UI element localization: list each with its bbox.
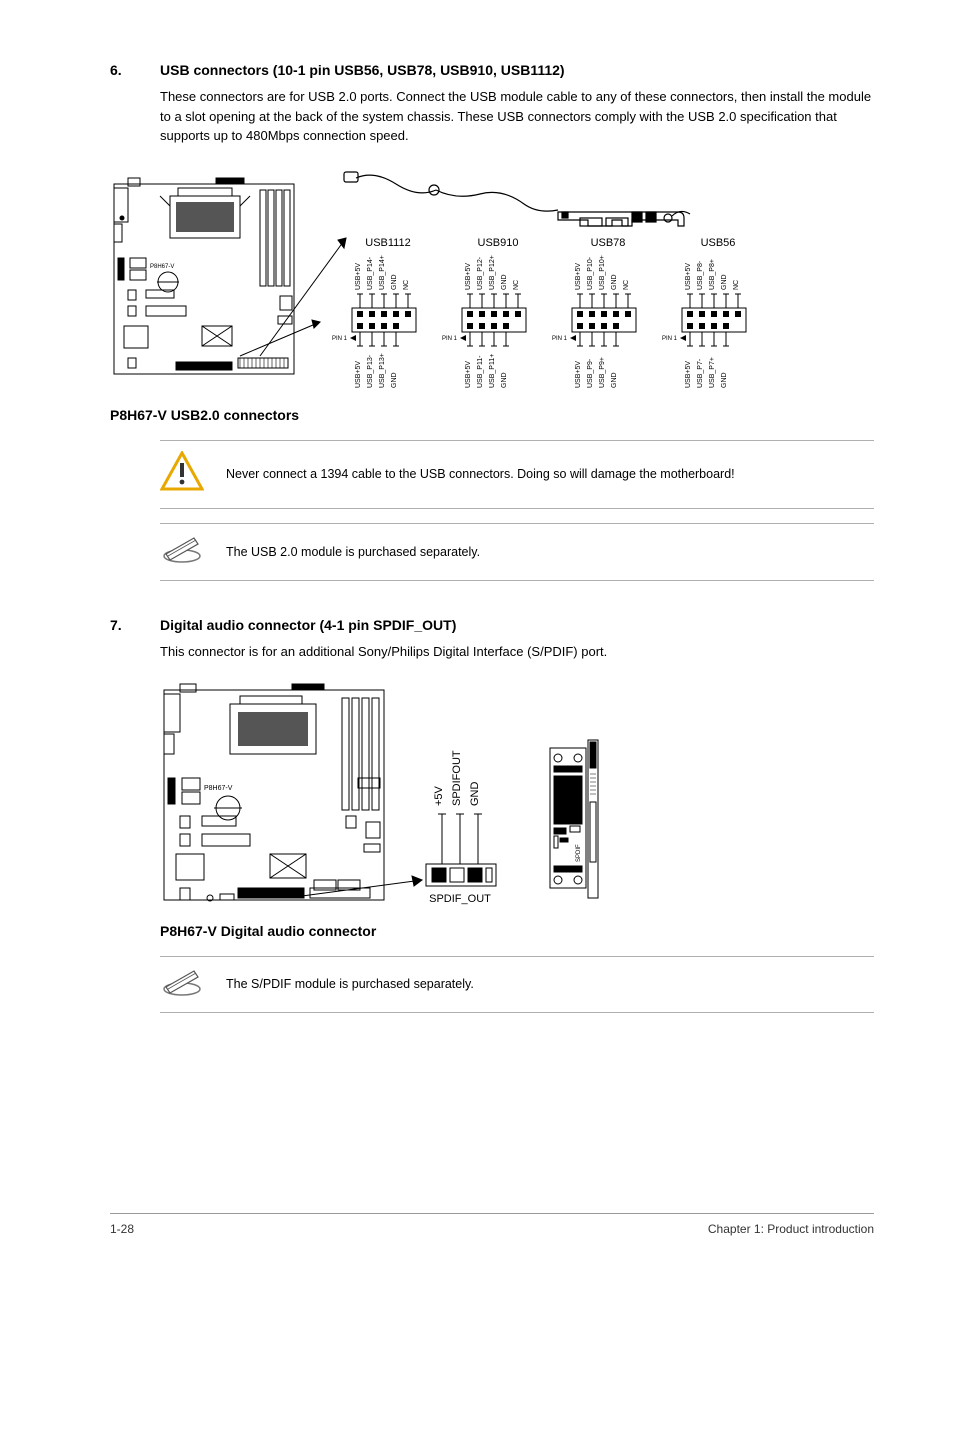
svg-text:USB+5V: USB+5V <box>575 360 582 387</box>
svg-text:USB_P12+: USB_P12+ <box>489 255 496 290</box>
svg-text:USB_P12-: USB_P12- <box>477 256 484 290</box>
warning-note: Never connect a 1394 cable to the USB co… <box>160 440 874 510</box>
svg-text:USB_P11+: USB_P11+ <box>489 353 496 387</box>
svg-text:GND: GND <box>501 372 508 388</box>
svg-text:SPDIFOUT: SPDIFOUT <box>451 750 463 806</box>
svg-text:USB910: USB910 <box>478 237 519 249</box>
svg-text:USB_P10+: USB_P10+ <box>599 255 606 290</box>
svg-text:USB_P7-: USB_P7- <box>697 358 704 388</box>
warning-text: Never connect a 1394 cable to the USB co… <box>226 465 735 484</box>
info-text: The USB 2.0 module is purchased separate… <box>226 543 480 562</box>
svg-text:USB+5V: USB+5V <box>465 262 472 289</box>
warning-icon <box>160 451 204 499</box>
info-note-spdif: The S/PDIF module is purchased separatel… <box>160 956 874 1014</box>
svg-text:USB+5V: USB+5V <box>685 360 692 387</box>
svg-text:USB_P8-: USB_P8- <box>697 260 704 290</box>
svg-text:GND: GND <box>469 781 481 806</box>
svg-text:PIN 1: PIN 1 <box>332 336 348 342</box>
svg-text:USB_P14-: USB_P14- <box>367 256 374 290</box>
svg-text:GND: GND <box>721 274 728 290</box>
svg-text:USB_P8+: USB_P8+ <box>709 259 716 290</box>
svg-text:USB78: USB78 <box>591 237 626 249</box>
spdif-diagram: P8H67-V <box>160 682 874 942</box>
usb-diagram: P8H67-V <box>110 166 874 426</box>
info-note-usb: The USB 2.0 module is purchased separate… <box>160 523 874 581</box>
svg-text:USB_P11-: USB_P11- <box>477 354 484 387</box>
svg-text:P8H67-V: P8H67-V <box>204 785 233 792</box>
svg-text:USB+5V: USB+5V <box>575 262 582 289</box>
svg-text:USB_P14+: USB_P14+ <box>379 255 386 290</box>
svg-text:USB+5V: USB+5V <box>685 262 692 289</box>
svg-text:GND: GND <box>611 372 618 388</box>
spdif-label: SPDIF_OUT <box>429 893 491 905</box>
svg-text:USB_P9-: USB_P9- <box>587 358 594 388</box>
svg-text:USB1112: USB1112 <box>365 237 410 249</box>
svg-text:USB_P7+: USB_P7+ <box>709 357 716 388</box>
section-number: 7. <box>110 615 130 636</box>
svg-text:GND: GND <box>391 274 398 290</box>
section-title: USB connectors (10-1 pin USB56, USB78, U… <box>160 60 565 81</box>
section-body: These connectors are for USB 2.0 ports. … <box>160 87 874 146</box>
page-footer: 1-28 Chapter 1: Product introduction <box>110 1213 874 1238</box>
svg-text:GND: GND <box>611 274 618 290</box>
svg-text:USB_P13-: USB_P13- <box>367 354 374 388</box>
svg-text:USB_P13+: USB_P13+ <box>379 353 386 388</box>
section-title: Digital audio connector (4-1 pin SPDIF_O… <box>160 615 456 636</box>
pencil-icon <box>160 967 204 1003</box>
info-text: The S/PDIF module is purchased separatel… <box>226 975 474 994</box>
svg-text:PIN 1: PIN 1 <box>442 336 458 342</box>
section-number: 6. <box>110 60 130 81</box>
svg-text:USB_P10-: USB_P10- <box>587 256 594 290</box>
svg-text:+5V: +5V <box>433 785 445 806</box>
svg-text:USB+5V: USB+5V <box>355 360 362 387</box>
svg-text:GND: GND <box>721 372 728 388</box>
page-number: 1-28 <box>110 1220 134 1238</box>
svg-text:PIN 1: PIN 1 <box>552 336 568 342</box>
diagram-caption: P8H67-V USB2.0 connectors <box>110 405 874 426</box>
svg-text:SPDIF: SPDIF <box>576 843 582 861</box>
svg-text:NC: NC <box>733 279 740 289</box>
svg-text:P8H67-V: P8H67-V <box>150 264 174 270</box>
svg-text:PIN 1: PIN 1 <box>662 336 678 342</box>
chapter-label: Chapter 1: Product introduction <box>708 1220 874 1238</box>
svg-text:USB+5V: USB+5V <box>355 262 362 289</box>
svg-text:NC: NC <box>403 279 410 289</box>
svg-text:USB+5V: USB+5V <box>465 360 472 387</box>
svg-text:USB56: USB56 <box>701 237 736 249</box>
svg-text:USB_P9+: USB_P9+ <box>599 357 606 388</box>
pencil-icon <box>160 534 204 570</box>
svg-text:GND: GND <box>391 372 398 388</box>
svg-text:GND: GND <box>501 274 508 290</box>
svg-text:NC: NC <box>623 279 630 289</box>
svg-text:NC: NC <box>513 279 520 289</box>
diagram-caption: P8H67-V Digital audio connector <box>160 921 874 942</box>
section-body: This connector is for an additional Sony… <box>160 642 874 662</box>
